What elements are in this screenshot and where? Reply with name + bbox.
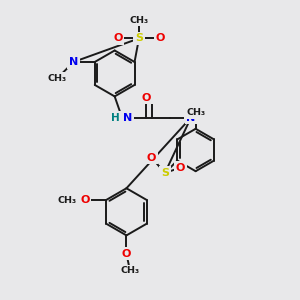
Text: O: O xyxy=(113,33,122,43)
Text: O: O xyxy=(80,195,89,205)
Text: CH₃: CH₃ xyxy=(129,16,148,25)
Text: S: S xyxy=(135,33,143,43)
Text: N: N xyxy=(123,112,132,123)
Text: CH₃: CH₃ xyxy=(57,196,76,205)
Text: O: O xyxy=(155,33,165,43)
Text: H: H xyxy=(111,112,120,123)
Text: N: N xyxy=(186,112,196,123)
Text: O: O xyxy=(122,249,131,259)
Text: O: O xyxy=(142,93,151,103)
Text: CH₃: CH₃ xyxy=(186,108,205,117)
Text: CH₃: CH₃ xyxy=(48,74,67,83)
Text: N: N xyxy=(69,57,78,67)
Text: CH₃: CH₃ xyxy=(120,266,140,275)
Text: S: S xyxy=(161,168,169,178)
Text: O: O xyxy=(176,163,185,173)
Text: O: O xyxy=(147,153,156,163)
